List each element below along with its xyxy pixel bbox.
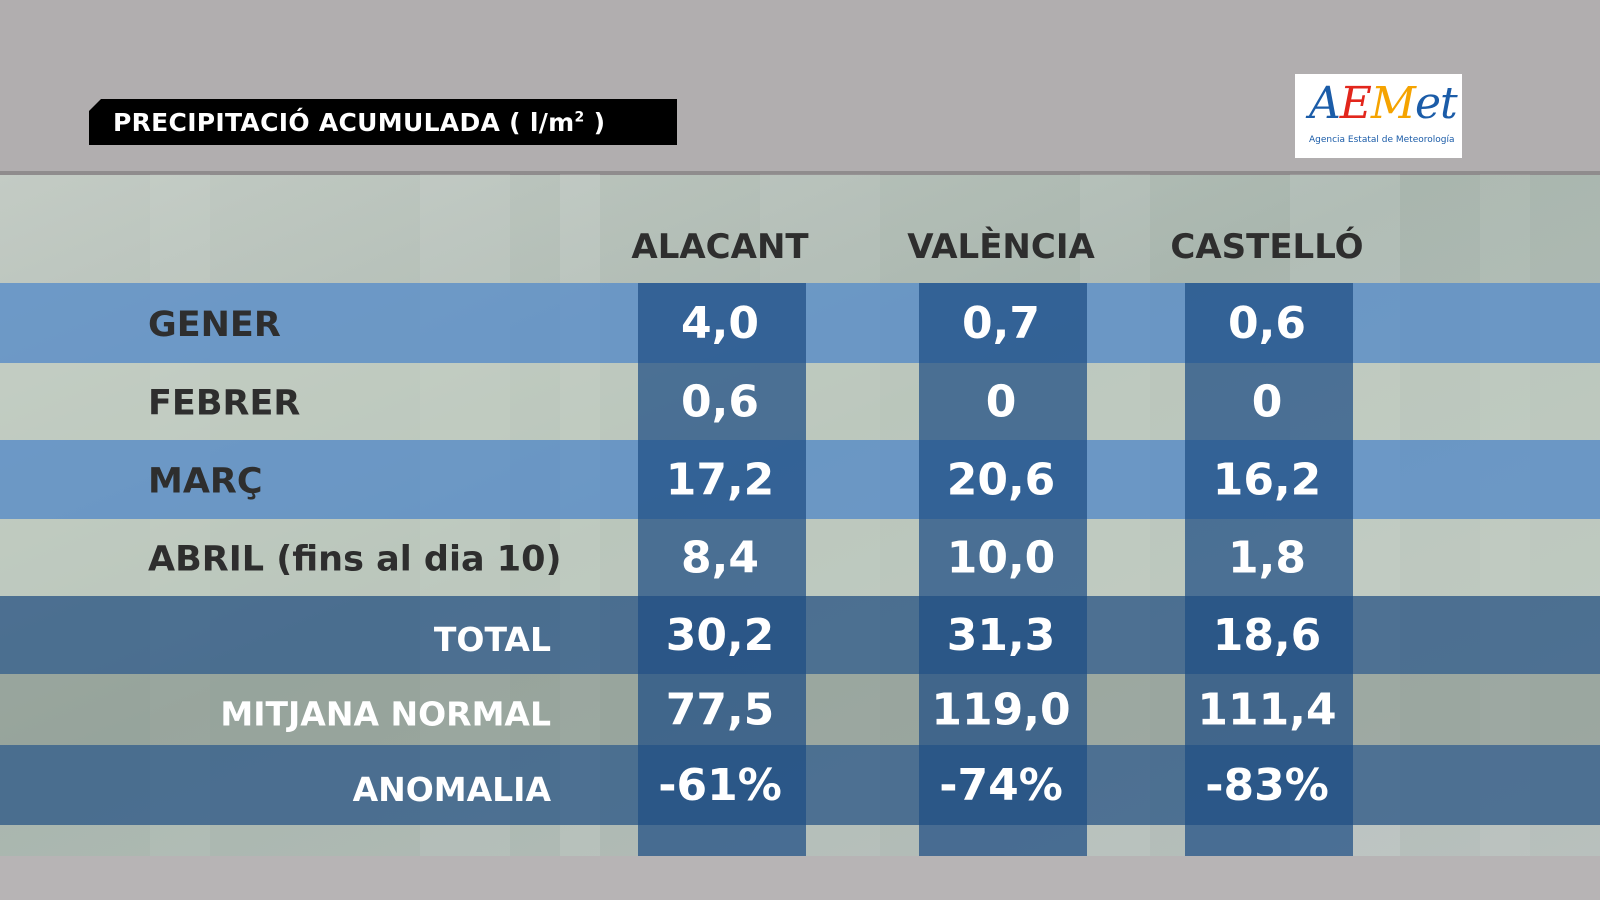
logo-letter-e: E [1339, 78, 1372, 129]
value-cell: 77,5 [666, 685, 775, 736]
value-column [1185, 283, 1353, 856]
value-cell: 0,6 [681, 377, 759, 428]
value-cell: 8,4 [681, 533, 759, 584]
row-label: ANOMALIA [353, 770, 552, 809]
row-label: GENER [148, 305, 281, 345]
column-header: CASTELLÓ [1170, 226, 1363, 267]
value-column [638, 283, 806, 856]
value-cell: 10,0 [947, 533, 1056, 584]
value-cell: 31,3 [947, 610, 1056, 661]
column-header: ALACANT [631, 227, 809, 267]
value-cell: 30,2 [666, 610, 775, 661]
value-cell: -83% [1205, 760, 1329, 811]
value-cell: 1,8 [1228, 533, 1306, 584]
value-cell: -74% [939, 760, 1063, 811]
value-cell: 0,6 [1228, 298, 1306, 349]
value-column [919, 283, 1087, 856]
value-cell: -61% [658, 760, 782, 811]
logo-letters-et: et [1414, 78, 1458, 129]
chart-title: PRECIPITACIÓ ACUMULADA ( l/m2 ) [113, 108, 605, 137]
top-edge-shadow [0, 171, 1600, 175]
logo-subtitle: Agencia Estatal de Meteorología [1309, 135, 1455, 145]
value-cell: 111,4 [1197, 685, 1336, 736]
value-cell: 18,6 [1213, 610, 1322, 661]
logo-letter-m: M [1370, 78, 1416, 129]
title-close: ) [584, 107, 606, 137]
value-cell: 16,2 [1213, 455, 1322, 506]
value-cell: 0 [1252, 377, 1283, 428]
value-cell: 4,0 [681, 298, 759, 349]
value-cell: 0 [986, 377, 1017, 428]
title-main: PRECIPITACIÓ ACUMULADA ( l/m [113, 107, 575, 137]
footer-strip [0, 856, 1600, 900]
row-label: FEBRER [148, 384, 300, 424]
row-label: ABRIL (fins al dia 10) [148, 540, 561, 580]
value-cell: 119,0 [931, 685, 1070, 736]
value-cell: 0,7 [962, 298, 1040, 349]
title-banner: PRECIPITACIÓ ACUMULADA ( l/m2 ) [89, 99, 677, 145]
row-label: MARÇ [148, 462, 263, 502]
logo-letter-a: A [1309, 78, 1341, 129]
title-superscript: 2 [574, 109, 585, 126]
aemet-logo: AEMet Agencia Estatal de Meteorología [1295, 74, 1462, 158]
value-cell: 17,2 [666, 455, 775, 506]
row-label: TOTAL [434, 620, 551, 659]
row-label: MITJANA NORMAL [220, 695, 551, 734]
column-header: VALÈNCIA [907, 226, 1095, 267]
logo-wordmark: AEMet [1309, 78, 1458, 130]
value-cell: 20,6 [947, 455, 1056, 506]
